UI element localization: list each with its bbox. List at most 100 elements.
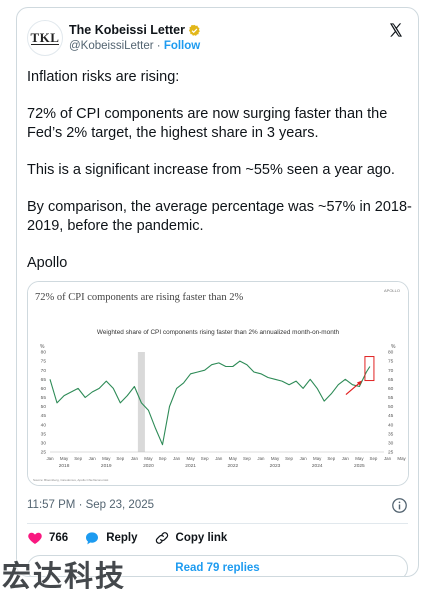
like-button[interactable]: 766 xyxy=(27,530,68,546)
action-bar: 766 Reply Copy link xyxy=(27,530,227,546)
x-year-label: 2021 xyxy=(185,463,196,469)
like-count: 766 xyxy=(49,532,69,544)
x-tick-label: Jan xyxy=(173,456,181,461)
x-tick-label: May xyxy=(186,456,195,461)
x-tick-label: Jan xyxy=(384,456,392,461)
cpi-chart: 72% of CPI components are rising faster … xyxy=(28,282,408,485)
series-line xyxy=(49,360,371,446)
y-tick-label-right: 60 xyxy=(388,386,394,392)
y-axis-label-right: % xyxy=(391,344,396,350)
tweet-paragraph: This is a significant increase from ~55%… xyxy=(27,162,395,178)
x-tick-label: Jan xyxy=(342,456,350,461)
x-year-label: 2022 xyxy=(227,463,238,469)
copy-link-label: Copy link xyxy=(175,532,228,544)
reply-label: Reply xyxy=(106,532,138,544)
y-tick-label-right: 55 xyxy=(388,395,394,401)
y-tick-label-left: 25 xyxy=(41,450,47,456)
y-tick-label-left: 65 xyxy=(41,377,47,383)
copy-link-button[interactable]: Copy link xyxy=(154,530,228,546)
highlight-arrow xyxy=(345,382,361,396)
source-note: Source: Bloomberg, Caredomus, Apollo Chi… xyxy=(33,478,109,482)
divider xyxy=(27,523,408,524)
x-tick-label: May xyxy=(60,456,69,461)
x-tick-label: Sep xyxy=(74,456,82,461)
author-handle-row: @KobeissiLetter · Follow xyxy=(69,40,200,52)
y-tick-label-left: 80 xyxy=(41,350,47,356)
y-tick-label-left: 75 xyxy=(41,359,47,365)
avatar[interactable]: TKL xyxy=(27,20,63,56)
tweet-header: TKL The Kobeissi Letter @KobeissiLetter … xyxy=(27,18,408,58)
x-tick-label: Sep xyxy=(285,456,293,461)
x-tick-label: May xyxy=(102,456,111,461)
read-replies-button[interactable]: Read 79 replies xyxy=(27,555,408,576)
follow-button[interactable]: Follow xyxy=(163,40,201,52)
x-year-label: 2023 xyxy=(270,463,281,469)
highlight-box xyxy=(364,356,375,382)
x-tick-label: Jan xyxy=(131,456,139,461)
x-tick-label: Jan xyxy=(46,456,54,461)
x-tick-label: Sep xyxy=(370,456,378,461)
x-tick-label: Jan xyxy=(215,456,223,461)
y-tick-label-left: 70 xyxy=(41,368,47,374)
y-tick-label-right: 80 xyxy=(388,350,394,356)
y-tick-label-right: 70 xyxy=(388,368,394,374)
reply-button[interactable]: Reply xyxy=(84,530,138,546)
x-year-label: 2020 xyxy=(143,463,154,469)
x-tick-label: May xyxy=(271,456,280,461)
x-year-label: 2018 xyxy=(59,463,70,469)
y-tick-label-right: 50 xyxy=(388,404,394,410)
x-year-label: 2025 xyxy=(354,463,365,469)
tweet-text: Inflation risks are rising: 72% of CPI c… xyxy=(27,68,412,291)
verified-badge-icon xyxy=(188,24,200,36)
y-tick-label-right: 30 xyxy=(388,441,394,447)
chart-background xyxy=(28,282,408,485)
heart-icon xyxy=(28,532,42,544)
x-tick-label: May xyxy=(229,456,238,461)
tweet-paragraph: Inflation risks are rising: xyxy=(27,69,180,85)
x-tick-label: May xyxy=(144,456,153,461)
x-tick-label: Jan xyxy=(89,456,97,461)
chart-image[interactable]: 72% of CPI components are rising faster … xyxy=(27,281,409,486)
tweet-paragraph: By comparison, the average percentage wa… xyxy=(27,199,412,234)
author-handle[interactable]: @KobeissiLetter xyxy=(69,40,154,52)
y-tick-label-left: 35 xyxy=(41,431,47,437)
author-name-row: The Kobeissi Letter xyxy=(69,23,201,37)
avatar-text: TKL xyxy=(30,29,60,45)
y-tick-label-left: 45 xyxy=(41,413,47,419)
y-tick-label-left: 30 xyxy=(41,441,47,447)
tweet-paragraph: 72% of CPI components are now surging fa… xyxy=(27,106,388,141)
y-tick-label-right: 25 xyxy=(388,450,394,456)
y-tick-label-left: 60 xyxy=(41,386,47,392)
author-display-name[interactable]: The Kobeissi Letter xyxy=(69,23,185,37)
x-tick-label: Sep xyxy=(201,456,209,461)
brand-label: APOLLO xyxy=(384,288,400,293)
y-tick-label-right: 75 xyxy=(388,359,394,365)
reply-bubble-icon xyxy=(86,532,99,545)
x-tick-label: Sep xyxy=(159,456,167,461)
x-tick-label: Sep xyxy=(327,456,335,461)
x-tick-label: May xyxy=(355,456,364,461)
tweet-card: TKL The Kobeissi Letter @KobeissiLetter … xyxy=(16,7,419,577)
y-tick-label-right: 40 xyxy=(388,422,394,428)
separator-dot: · xyxy=(156,40,161,52)
x-tick-label: May xyxy=(397,456,406,461)
y-tick-label-left: 55 xyxy=(41,395,47,401)
x-tick-label: May xyxy=(313,456,322,461)
x-tick-label: Sep xyxy=(243,456,251,461)
x-year-label: 2024 xyxy=(312,463,323,469)
media-header-title: 72% of CPI components are rising faster … xyxy=(35,292,243,303)
tweet-paragraph: Apollo xyxy=(27,255,68,271)
x-tick-label: Jan xyxy=(300,456,308,461)
y-tick-label-left: 50 xyxy=(41,404,47,410)
y-axis-label-left: % xyxy=(40,344,45,350)
link-icon xyxy=(155,532,168,544)
post-timestamp[interactable]: 11:57 PM · Sep 23, 2025 xyxy=(27,499,155,511)
x-year-label: 2019 xyxy=(101,463,112,469)
y-tick-label-right: 45 xyxy=(388,413,394,419)
chart-title: Weighted share of CPI components rising … xyxy=(97,329,340,336)
y-tick-label-right: 65 xyxy=(388,377,394,383)
y-tick-label-right: 35 xyxy=(388,431,394,437)
info-icon[interactable] xyxy=(391,497,408,514)
watermark-text: 宏达科技 xyxy=(2,559,127,589)
x-logo-icon[interactable] xyxy=(388,22,404,38)
